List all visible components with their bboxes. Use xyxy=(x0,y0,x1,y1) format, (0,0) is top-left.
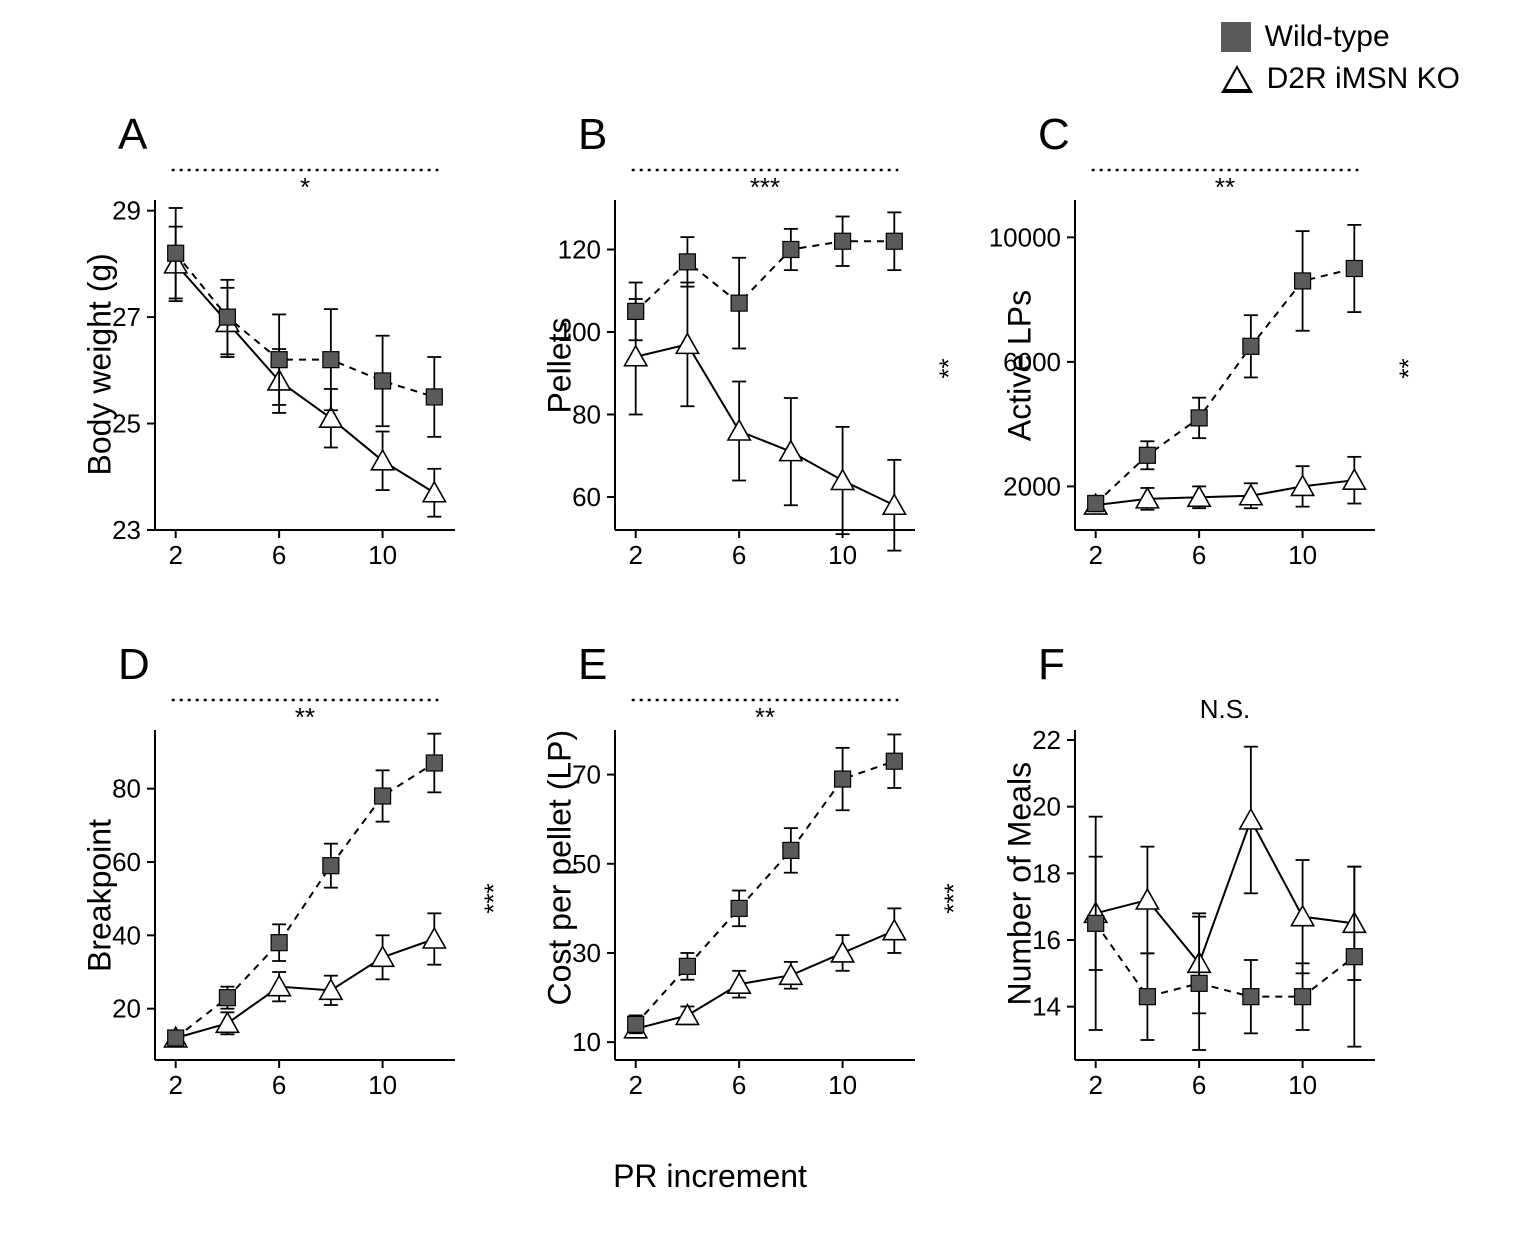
significance-top: ** xyxy=(725,702,805,733)
y-axis-label: Number of Meals xyxy=(1002,786,1039,1006)
svg-text:10: 10 xyxy=(572,1027,601,1057)
significance-right: ** xyxy=(934,358,965,378)
significance-top: ** xyxy=(265,702,345,733)
y-axis-label: Body weight (g) xyxy=(82,256,119,476)
svg-text:6: 6 xyxy=(272,540,286,570)
y-axis-label: Active LPs xyxy=(1002,256,1039,476)
y-axis-label: Cost per pellet (LP) xyxy=(542,786,579,1006)
svg-text:6: 6 xyxy=(272,1070,286,1100)
svg-text:2: 2 xyxy=(168,1070,182,1100)
svg-text:10: 10 xyxy=(828,1070,857,1100)
svg-text:2: 2 xyxy=(1088,1070,1102,1100)
panel-label: F xyxy=(1038,640,1065,690)
svg-text:10000: 10000 xyxy=(989,222,1061,252)
figure-root: Wild-type D2R iMSN KO A Body weight (g) 23… xyxy=(20,20,1500,1240)
panel-f: FNumber of Meals14161820222610N.S. xyxy=(980,640,1390,1100)
svg-text:6: 6 xyxy=(1192,1070,1206,1100)
svg-text:10: 10 xyxy=(368,1070,397,1100)
svg-text:2: 2 xyxy=(168,540,182,570)
svg-text:2000: 2000 xyxy=(1003,471,1061,501)
svg-text:2: 2 xyxy=(628,540,642,570)
svg-text:2: 2 xyxy=(1088,540,1102,570)
svg-text:6: 6 xyxy=(732,540,746,570)
triangle-icon xyxy=(1221,65,1253,93)
significance-top: * xyxy=(265,172,345,203)
panel-a: ABody weight (g)232527292610* xyxy=(60,110,470,570)
panel-label: E xyxy=(578,640,607,690)
panel-label: B xyxy=(578,110,607,160)
legend: Wild-type D2R iMSN KO xyxy=(1221,20,1460,96)
svg-text:2: 2 xyxy=(628,1070,642,1100)
legend-ko-label: D2R iMSN KO xyxy=(1267,62,1460,96)
panel-d: DBreakpoint204060802610***** xyxy=(60,640,470,1100)
svg-text:10: 10 xyxy=(1288,1070,1317,1100)
panel-label: A xyxy=(118,110,147,160)
y-axis-label: Pellets xyxy=(542,256,579,476)
svg-text:6: 6 xyxy=(1192,540,1206,570)
panel-label: D xyxy=(118,640,150,690)
panel-c: CActive LPs20006000100002610**** xyxy=(980,110,1390,570)
svg-text:60: 60 xyxy=(572,482,601,512)
panel-label: C xyxy=(1038,110,1070,160)
panel-b: BPellets60801001202610***** xyxy=(520,110,930,570)
significance-top: N.S. xyxy=(1185,694,1265,725)
y-axis-label: Breakpoint xyxy=(82,786,119,1006)
svg-text:6: 6 xyxy=(732,1070,746,1100)
significance-right: *** xyxy=(479,883,510,913)
significance-top: ** xyxy=(1185,172,1265,203)
significance-right: ** xyxy=(1394,358,1425,378)
svg-text:23: 23 xyxy=(112,515,141,545)
svg-text:10: 10 xyxy=(368,540,397,570)
svg-text:10: 10 xyxy=(1288,540,1317,570)
significance-right: *** xyxy=(939,883,970,913)
legend-wt: Wild-type xyxy=(1221,20,1460,54)
significance-top: *** xyxy=(725,172,805,203)
x-axis-label: PR increment xyxy=(580,1158,840,1195)
svg-text:29: 29 xyxy=(112,196,141,226)
svg-text:10: 10 xyxy=(828,540,857,570)
legend-wt-label: Wild-type xyxy=(1265,20,1390,54)
svg-text:22: 22 xyxy=(1032,725,1061,755)
panel-e: ECost per pellet (LP)103050702610***** xyxy=(520,640,930,1100)
legend-ko: D2R iMSN KO xyxy=(1221,62,1460,96)
square-icon xyxy=(1221,22,1251,52)
